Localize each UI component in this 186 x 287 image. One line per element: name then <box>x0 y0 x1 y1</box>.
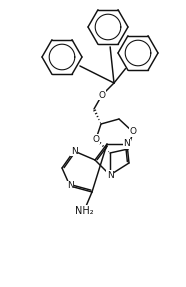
Text: NH₂: NH₂ <box>75 206 93 216</box>
Text: N: N <box>124 139 130 148</box>
Text: N: N <box>107 170 113 179</box>
Text: O: O <box>129 127 137 137</box>
Text: N: N <box>67 181 73 191</box>
Text: O: O <box>92 135 100 144</box>
Text: N: N <box>71 146 77 156</box>
Text: O: O <box>99 90 105 100</box>
